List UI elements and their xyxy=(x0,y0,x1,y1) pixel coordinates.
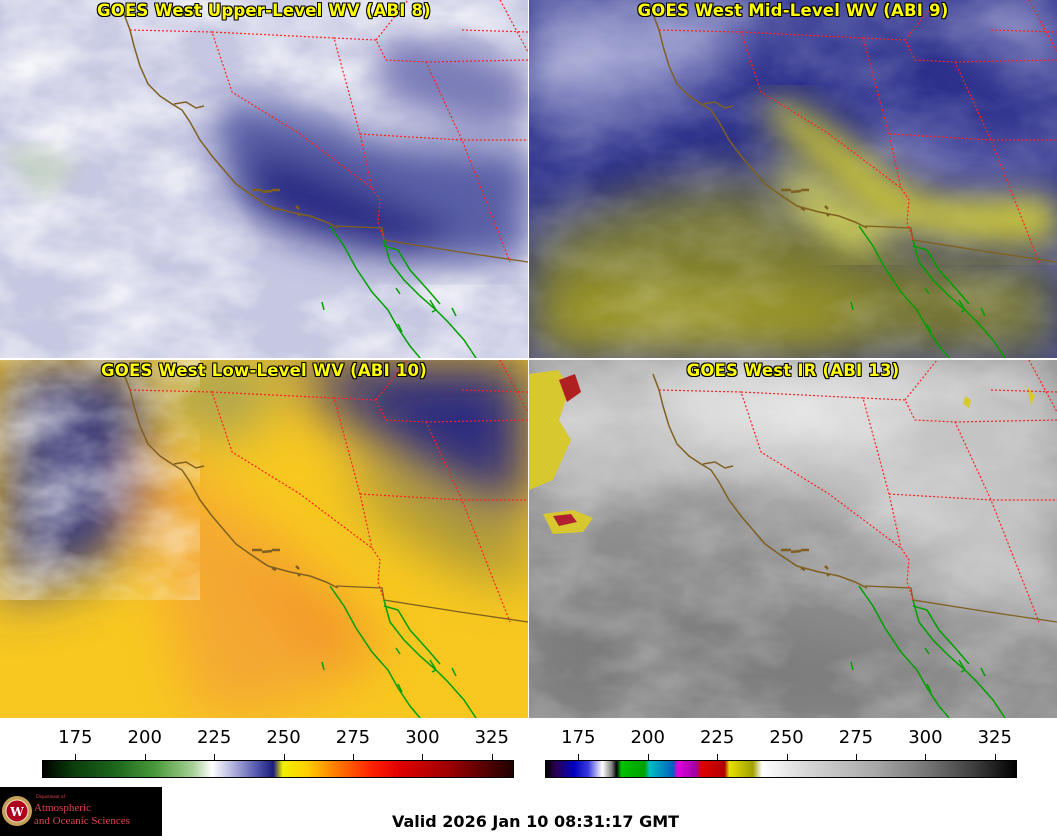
logo-line3: and Oceanic Sciences xyxy=(34,815,130,827)
logo-line1: Department of xyxy=(36,795,66,800)
colorbar-tick-label: 250 xyxy=(769,727,804,748)
uw-shield-icon: W xyxy=(2,796,32,826)
colorbar-tick-label: 200 xyxy=(630,727,665,748)
colorbar-tick-label: 250 xyxy=(266,727,301,748)
colorbar-tick-label: 275 xyxy=(838,727,874,748)
colorbar-tick-label: 175 xyxy=(58,727,93,748)
ir-image xyxy=(529,360,1057,718)
colorbar-tick-label: 225 xyxy=(699,727,735,748)
colorbar-tick xyxy=(925,754,927,760)
colorbar-tick-label: 300 xyxy=(405,727,440,748)
logo-line2: Atmospheric xyxy=(34,802,91,814)
colorbar-tick xyxy=(578,754,580,760)
colorbar-tick xyxy=(647,754,649,760)
colorbar-tick-label: 275 xyxy=(335,727,371,748)
panel-title: GOES West Upper-Level WV (ABI 8) xyxy=(97,1,431,20)
panel-ir: GOES West IR (ABI 13) xyxy=(529,360,1057,718)
panel-upper-level-wv: GOES West Upper-Level WV (ABI 8) xyxy=(0,0,528,358)
panel-title: GOES West IR (ABI 13) xyxy=(686,361,900,380)
colorbar-tick-label: 175 xyxy=(561,727,596,748)
panel-title: GOES West Low-Level WV (ABI 10) xyxy=(101,361,427,380)
ir-colorbar xyxy=(545,760,1017,778)
colorbar-tick xyxy=(422,754,424,760)
colorbar-tick xyxy=(491,754,493,760)
colorbar-tick-label: 325 xyxy=(474,727,509,748)
colorbar-tick-label: 300 xyxy=(908,727,943,748)
colorbar-tick-label: 325 xyxy=(977,727,1012,748)
colorbar-tick xyxy=(717,754,719,760)
colorbar-tick-label: 200 xyxy=(127,727,162,748)
colorbar-tick xyxy=(283,754,285,760)
panel-title: GOES West Mid-Level WV (ABI 9) xyxy=(637,1,949,20)
colorbar-tick-label: 225 xyxy=(196,727,232,748)
panel-mid-level-wv: GOES West Mid-Level WV (ABI 9) xyxy=(529,0,1057,358)
mid-level-wv-image xyxy=(529,0,1057,358)
colorbar-tick xyxy=(994,754,996,760)
colorbar-tick xyxy=(786,754,788,760)
wv-colorbar xyxy=(42,760,514,778)
colorbar-tick xyxy=(855,754,857,760)
panel-low-level-wv: GOES West Low-Level WV (ABI 10) xyxy=(0,360,528,718)
colorbar-tick xyxy=(144,754,146,760)
svg-text:W: W xyxy=(9,805,24,819)
colorbar-tick xyxy=(352,754,354,760)
valid-time: Valid 2026 Jan 10 08:31:17 GMT xyxy=(392,812,680,831)
upper-level-wv-image xyxy=(0,0,528,358)
aos-logo: W Department of Atmospheric and Oceanic … xyxy=(0,787,162,836)
low-level-wv-image xyxy=(0,360,528,718)
colorbar-tick xyxy=(214,754,216,760)
colorbar-tick xyxy=(75,754,77,760)
